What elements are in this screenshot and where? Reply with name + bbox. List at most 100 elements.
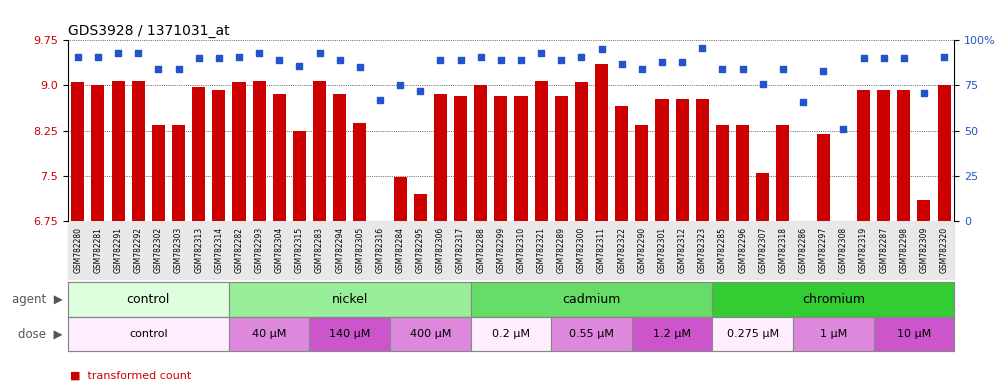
Point [251, 50, 267, 56]
Point [332, 57, 348, 63]
Bar [72, 83, 85, 221]
Bar [253, 81, 266, 221]
Point [513, 57, 529, 63]
Text: 140 μM: 140 μM [329, 329, 371, 339]
Bar [857, 90, 871, 221]
Point [674, 59, 690, 65]
Point [70, 53, 86, 60]
Point [130, 50, 146, 56]
Text: agent  ▶: agent ▶ [12, 293, 63, 306]
Text: 10 μM: 10 μM [896, 329, 931, 339]
Point [211, 55, 227, 61]
Bar [192, 87, 205, 221]
Point [90, 53, 106, 60]
Point [916, 89, 932, 96]
Bar [837, 221, 850, 323]
Bar [151, 124, 165, 221]
Point [836, 126, 852, 132]
Text: 0.2 μM: 0.2 μM [492, 329, 530, 339]
Point [775, 66, 791, 72]
Bar [616, 106, 628, 221]
Point [412, 88, 428, 94]
Bar [229, 317, 310, 351]
Point [352, 64, 368, 71]
Bar [712, 282, 954, 317]
Bar [535, 81, 548, 221]
Point [816, 68, 832, 74]
Bar [393, 177, 406, 221]
Point [292, 63, 308, 69]
Point [795, 99, 811, 105]
Point [111, 50, 126, 56]
Bar [736, 124, 749, 221]
Text: control: control [126, 293, 170, 306]
Bar [374, 221, 386, 227]
Bar [390, 317, 471, 351]
Bar [68, 317, 229, 351]
Bar [333, 94, 347, 221]
Point [633, 66, 649, 72]
Point [392, 83, 408, 89]
Bar [756, 173, 769, 221]
Point [312, 50, 328, 56]
Bar [68, 282, 229, 317]
Bar [172, 124, 185, 221]
Bar [937, 86, 950, 221]
Bar [655, 99, 668, 221]
Point [150, 66, 166, 72]
Point [373, 97, 388, 103]
Text: 0.55 μM: 0.55 μM [569, 329, 614, 339]
Text: 0.275 μM: 0.275 μM [727, 329, 779, 339]
Bar [635, 124, 648, 221]
Bar [712, 317, 793, 351]
Bar [551, 317, 631, 351]
Text: ■  transformed count: ■ transformed count [70, 371, 191, 381]
Text: 40 μM: 40 μM [252, 329, 287, 339]
Bar [112, 81, 124, 221]
Bar [232, 83, 246, 221]
Point [875, 55, 891, 61]
Bar [474, 86, 487, 221]
Point [533, 50, 549, 56]
Bar [92, 86, 105, 221]
Point [594, 46, 610, 53]
Bar [515, 96, 528, 221]
Bar [696, 99, 709, 221]
Bar [817, 134, 830, 221]
Point [231, 53, 247, 60]
Bar [797, 221, 810, 233]
Bar [716, 124, 729, 221]
Bar [434, 94, 447, 221]
Bar [273, 94, 286, 221]
Point [755, 81, 771, 87]
Point [936, 53, 952, 60]
Bar [897, 90, 910, 221]
Bar [595, 65, 609, 221]
Point [654, 59, 670, 65]
Point [614, 61, 629, 67]
Bar [454, 96, 467, 221]
Bar [631, 317, 712, 351]
Bar [793, 317, 873, 351]
Text: chromium: chromium [802, 293, 865, 306]
Bar [575, 83, 588, 221]
Bar [471, 282, 712, 317]
Text: control: control [129, 329, 167, 339]
Text: 1.2 μM: 1.2 μM [653, 329, 691, 339]
Text: dose  ▶: dose ▶ [18, 328, 63, 341]
Bar [354, 123, 367, 221]
Point [452, 57, 468, 63]
Point [170, 66, 186, 72]
Bar [877, 90, 890, 221]
Bar [917, 200, 930, 221]
Bar [413, 194, 427, 221]
Bar [776, 124, 790, 221]
Point [574, 53, 590, 60]
Point [735, 66, 751, 72]
Bar [471, 317, 551, 351]
Text: nickel: nickel [332, 293, 368, 306]
Bar [494, 96, 507, 221]
Point [190, 55, 206, 61]
Text: 1 μM: 1 μM [820, 329, 847, 339]
Point [432, 57, 448, 63]
